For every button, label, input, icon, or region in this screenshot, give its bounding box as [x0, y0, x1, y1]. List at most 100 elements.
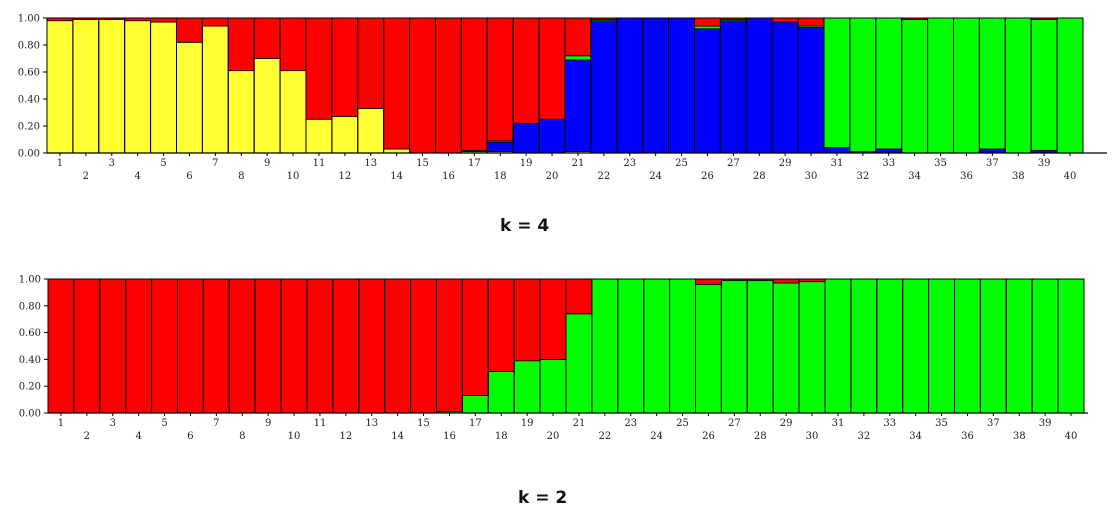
bar-segment-yellow	[124, 20, 151, 154]
bar-segment-red	[694, 17, 721, 27]
bar-segment-blue	[564, 59, 592, 153]
bar-segment-red	[797, 17, 825, 27]
x-tick-label: 23	[623, 158, 636, 169]
bar-segment-green	[1004, 17, 1032, 154]
y-tick-label: 1.00	[19, 275, 41, 286]
x-tick-label: 23	[624, 418, 637, 429]
x-tick-label: 1	[57, 158, 63, 169]
bar-segment-green	[980, 278, 1007, 414]
x-tick-label: 26	[702, 431, 715, 442]
x-tick-label: 20	[547, 431, 560, 442]
bar-segment-yellow	[150, 21, 177, 154]
x-tick-label: 37	[986, 158, 999, 169]
x-tick-label: 10	[288, 431, 301, 442]
x-tick-label: 27	[727, 158, 740, 169]
bar-segment-red	[772, 278, 800, 284]
bar-segment-blue	[797, 27, 825, 154]
bar-segment-red	[512, 17, 540, 124]
structure-plot-k4: 0.000.200.400.600.801.001234567891011121…	[18, 14, 1107, 182]
bar-segment-red	[202, 278, 230, 414]
x-tick-label: 40	[1065, 431, 1078, 442]
bar-segment-red	[538, 17, 566, 120]
bar-segment-red	[73, 278, 101, 414]
bar-segment-blue	[694, 28, 721, 154]
x-tick-label: 15	[417, 418, 430, 429]
bar-segment-red	[565, 278, 593, 315]
x-tick-label: 3	[110, 418, 116, 429]
bar-segment-red	[384, 278, 412, 414]
bar-segment-blue	[642, 17, 670, 154]
bar-segment-blue	[771, 21, 799, 154]
y-tick-label: 0.80	[19, 301, 41, 312]
y-tick-label: 0.00	[19, 409, 41, 420]
x-tick-label: 22	[598, 431, 611, 442]
x-tick-label: 9	[264, 158, 270, 169]
bar-segment-green	[564, 55, 592, 61]
x-tick-label: 13	[364, 158, 377, 169]
structure-plot-k2: 0.000.200.400.600.801.001234567891011121…	[19, 275, 1088, 442]
bar-segment-green	[979, 17, 1006, 150]
bar-segment-red	[305, 17, 333, 120]
x-tick-label: 7	[212, 158, 218, 169]
x-tick-label: 31	[832, 418, 845, 429]
bar-segment-green	[539, 359, 567, 414]
bar-segment-red	[695, 278, 722, 285]
bar-segment-red	[410, 278, 437, 414]
bar-segment-red	[280, 278, 308, 414]
bar-segment-red	[486, 17, 514, 142]
bar-segment-green	[772, 282, 800, 414]
bar-segment-yellow	[331, 116, 359, 154]
x-tick-label: 12	[338, 171, 351, 182]
x-tick-label: 31	[831, 158, 844, 169]
y-tick-label: 0.60	[19, 328, 41, 339]
x-tick-label: 35	[934, 158, 947, 169]
x-tick-label: 36	[961, 431, 974, 442]
bar-segment-red	[358, 278, 386, 414]
x-tick-label: 33	[883, 418, 896, 429]
x-tick-label: 3	[109, 158, 115, 169]
bar-segment-green	[901, 18, 929, 154]
bar-segment-green	[513, 360, 541, 414]
bar-segment-blue	[745, 17, 773, 154]
x-tick-label: 18	[495, 431, 508, 442]
x-tick-label: 19	[521, 418, 534, 429]
bar-segment-green	[1056, 17, 1084, 154]
y-tick-label: 1.00	[18, 14, 40, 25]
bar-segment-red	[539, 278, 567, 360]
bar-segment-green	[798, 281, 826, 414]
bar-segment-blue	[486, 141, 514, 153]
bar-segment-yellow	[279, 70, 307, 154]
bar-segment-green	[669, 278, 696, 414]
x-tick-label: 29	[780, 418, 793, 429]
x-tick-label: 4	[134, 171, 140, 182]
x-tick-label: 13	[365, 418, 378, 429]
bar-segment-blue	[823, 147, 851, 154]
x-tick-label: 39	[1039, 418, 1052, 429]
x-tick-label: 39	[1038, 158, 1051, 169]
bar-segment-red	[151, 278, 178, 414]
bar-segment-yellow	[201, 25, 229, 154]
bar-segment-red	[253, 17, 281, 59]
caption-k2: k = 2	[518, 488, 568, 508]
x-tick-label: 34	[909, 431, 922, 442]
x-tick-label: 2	[83, 171, 89, 182]
bar-segment-red	[228, 278, 256, 414]
y-tick-label: 0.80	[18, 41, 40, 52]
bar-segment-green	[875, 17, 903, 150]
x-tick-label: 21	[573, 418, 586, 429]
bar-segment-red	[279, 17, 307, 72]
x-tick-label: 12	[339, 431, 352, 442]
bar-segment-yellow	[305, 118, 333, 154]
x-tick-label: 6	[187, 431, 193, 442]
x-tick-label: 37	[987, 418, 1000, 429]
bar-segment-green	[850, 278, 878, 414]
bar-segment-red	[357, 17, 385, 109]
x-tick-label: 40	[1064, 171, 1077, 182]
bar-segment-blue	[720, 20, 747, 154]
bar-segment-red	[47, 278, 75, 414]
x-tick-label: 21	[572, 158, 585, 169]
bar-segment-yellow	[46, 20, 74, 154]
bar-segment-green	[954, 278, 981, 414]
y-tick-label: 0.60	[18, 68, 40, 79]
x-tick-label: 28	[754, 431, 767, 442]
